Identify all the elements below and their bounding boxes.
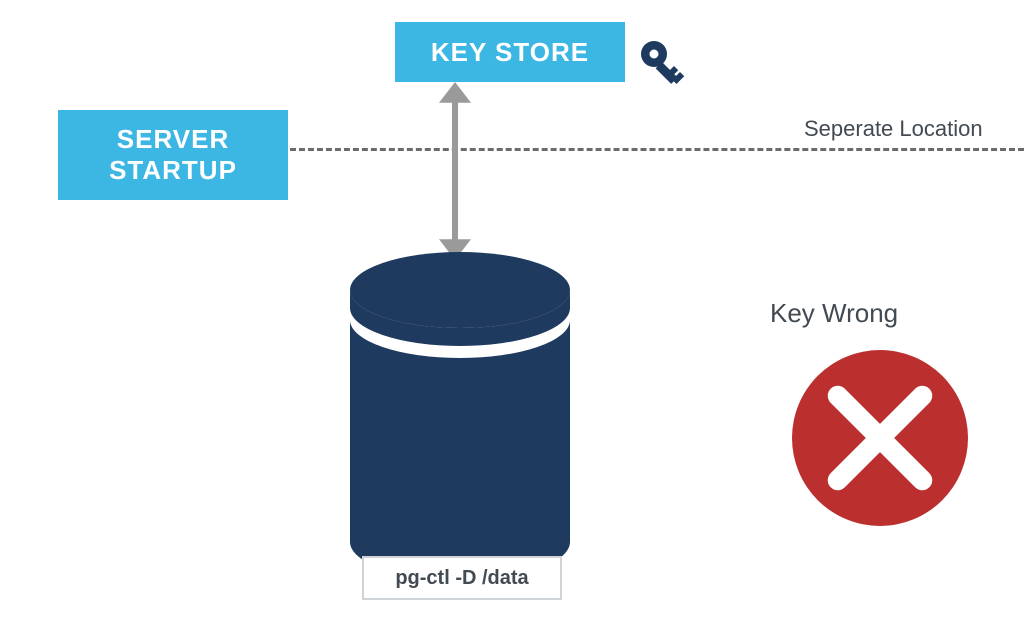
separator-label: Seperate Location bbox=[800, 116, 987, 142]
database-command-text: pg-ctl -D /data bbox=[395, 567, 528, 590]
error-circle-icon bbox=[788, 346, 972, 530]
key-store-label: KEY STORE bbox=[431, 37, 589, 68]
separator-line bbox=[290, 148, 1024, 151]
server-startup-label: SERVER STARTUP bbox=[109, 124, 237, 186]
error-label: Key Wrong bbox=[770, 298, 898, 329]
double-arrow bbox=[435, 82, 475, 260]
key-store-box: KEY STORE bbox=[395, 22, 625, 82]
database-cylinder bbox=[346, 248, 574, 584]
server-startup-box: SERVER STARTUP bbox=[58, 110, 288, 200]
database-command-label: pg-ctl -D /data bbox=[362, 556, 562, 600]
key-icon bbox=[636, 36, 692, 97]
